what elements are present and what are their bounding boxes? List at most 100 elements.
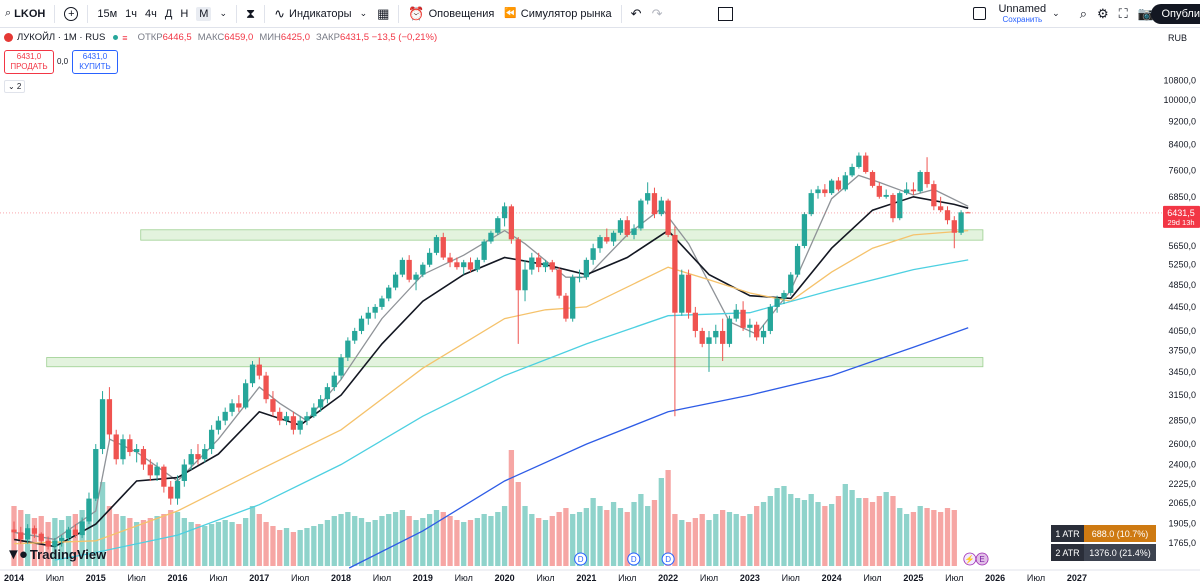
volume-bar — [277, 530, 283, 566]
candle-body — [154, 466, 160, 476]
volume-bar — [386, 514, 392, 566]
volume-bar — [345, 512, 351, 566]
candle-body — [461, 262, 467, 268]
candle-body — [645, 193, 651, 201]
volume-bar — [835, 496, 842, 566]
interval-1h[interactable]: 1ч — [125, 7, 138, 20]
quick-search-button[interactable]: ⌕ — [1075, 0, 1092, 28]
layout-save[interactable]: Unnamed Сохранить ⌄ — [968, 0, 1064, 28]
volume-bar — [215, 522, 222, 566]
candle-body — [733, 309, 739, 319]
publish-button[interactable]: Опубли — [1151, 4, 1200, 24]
fullscreen-toggle[interactable]: ⛶ — [1114, 0, 1133, 28]
candle-body — [815, 189, 821, 194]
volume-bar — [869, 502, 876, 566]
settings-button[interactable]: ⚙ — [1092, 0, 1114, 28]
candle-body — [563, 295, 569, 319]
candle-body — [181, 464, 187, 481]
legend-title[interactable]: ЛУКОЙЛ · 1М · RUS — [17, 32, 106, 43]
candle-body — [147, 464, 153, 476]
candle-body — [202, 449, 208, 460]
volume-bar — [822, 506, 828, 566]
countdown-label: 29d 13h — [1167, 218, 1194, 227]
x-tick-label: 2020 — [495, 573, 515, 583]
volume-bar — [147, 518, 153, 566]
candle-body — [59, 537, 65, 541]
candle-body — [277, 411, 283, 421]
volume-bar — [229, 522, 235, 566]
volume-bar — [658, 478, 664, 566]
chevron-down-icon: ⌄ — [1052, 8, 1060, 18]
save-label: Сохранить — [1002, 14, 1043, 24]
price-chart[interactable]: 10800,010000,09200,08400,07600,06850,062… — [0, 28, 1200, 585]
divider — [264, 4, 266, 23]
volume-bar — [563, 508, 569, 566]
volume-bar — [679, 520, 685, 566]
volume-bar — [638, 494, 644, 566]
compare-button[interactable]: + — [59, 0, 83, 28]
collapse-indicators-button[interactable]: ⌄ 2 — [4, 80, 26, 93]
currency-label[interactable]: RUB — [1168, 33, 1188, 43]
candle-body — [794, 245, 801, 275]
y-tick-label: 2600,0 — [1168, 439, 1196, 449]
menu-icon[interactable]: ≡ — [122, 32, 128, 43]
candle-body — [304, 416, 310, 421]
candle-body — [910, 189, 917, 192]
tradingview-logo[interactable]: ▼● TradingView — [6, 546, 106, 563]
sell-button[interactable]: 6431,0 ПРОДАТЬ — [4, 50, 54, 74]
volume-bar — [754, 506, 760, 566]
buy-button[interactable]: 6431,0 КУПИТЬ — [72, 50, 118, 74]
market-status-dot-icon — [113, 35, 119, 40]
candle-body — [883, 194, 889, 197]
snapshot-button[interactable]: 📷 — [1133, 0, 1159, 28]
volume-bar — [372, 520, 378, 566]
y-tick-label: 3750,0 — [1168, 346, 1196, 356]
fullscreen-button[interactable] — [713, 0, 738, 28]
candle-body — [365, 312, 371, 319]
replay-button[interactable]: ⏪ Симулятор рынка — [499, 0, 616, 28]
candle-body — [515, 239, 521, 291]
volume-bar — [249, 506, 256, 566]
redo-button[interactable]: ↷ — [647, 0, 668, 28]
volume-bar — [304, 528, 310, 566]
volume-bar — [849, 490, 855, 566]
dividend-mark — [627, 552, 641, 566]
event-mark — [975, 552, 989, 566]
candle-body — [379, 298, 385, 307]
chart-type-button[interactable]: ⧗ — [241, 0, 260, 28]
volume-bar — [815, 502, 821, 566]
volume-bar — [161, 514, 167, 566]
volume-bar — [426, 514, 433, 566]
interval-week[interactable]: Н — [180, 7, 189, 20]
candle-body — [215, 420, 222, 430]
candle-body — [692, 312, 698, 331]
divider — [398, 4, 400, 23]
interval-month[interactable]: М — [196, 6, 212, 21]
alerts-button[interactable]: ⏰ Оповещения — [403, 0, 499, 28]
interval-15m[interactable]: 15м — [97, 7, 118, 20]
y-tick-label: 4850,0 — [1168, 280, 1196, 290]
symbol-search[interactable]: ⌕ LKOH — [0, 0, 50, 28]
candle-body — [481, 241, 487, 260]
candle-body — [747, 324, 753, 328]
volume-bar — [440, 512, 446, 566]
interval-day[interactable]: Д — [164, 7, 173, 20]
candle-body — [576, 277, 583, 279]
candle-body — [113, 434, 119, 460]
chevron-down-icon[interactable]: ⌄ — [219, 8, 227, 18]
interval-4h[interactable]: 4ч — [145, 7, 157, 20]
volume-bar — [542, 520, 549, 566]
candle-body — [38, 533, 44, 541]
dividend-mark — [661, 552, 675, 566]
volume-bar — [195, 524, 201, 566]
candle-body — [835, 180, 842, 190]
candle-body — [869, 171, 876, 186]
candle-body — [283, 416, 290, 421]
indicators-label: Индикаторы — [289, 7, 352, 20]
candle-body — [433, 237, 440, 253]
indicators-button[interactable]: ∿ Индикаторы ⌄ — [269, 0, 372, 28]
undo-button[interactable]: ↶ — [626, 0, 647, 28]
x-tick-label: Июл — [209, 573, 227, 583]
candle-body — [345, 340, 351, 358]
templates-button[interactable]: ▦ — [372, 0, 394, 28]
